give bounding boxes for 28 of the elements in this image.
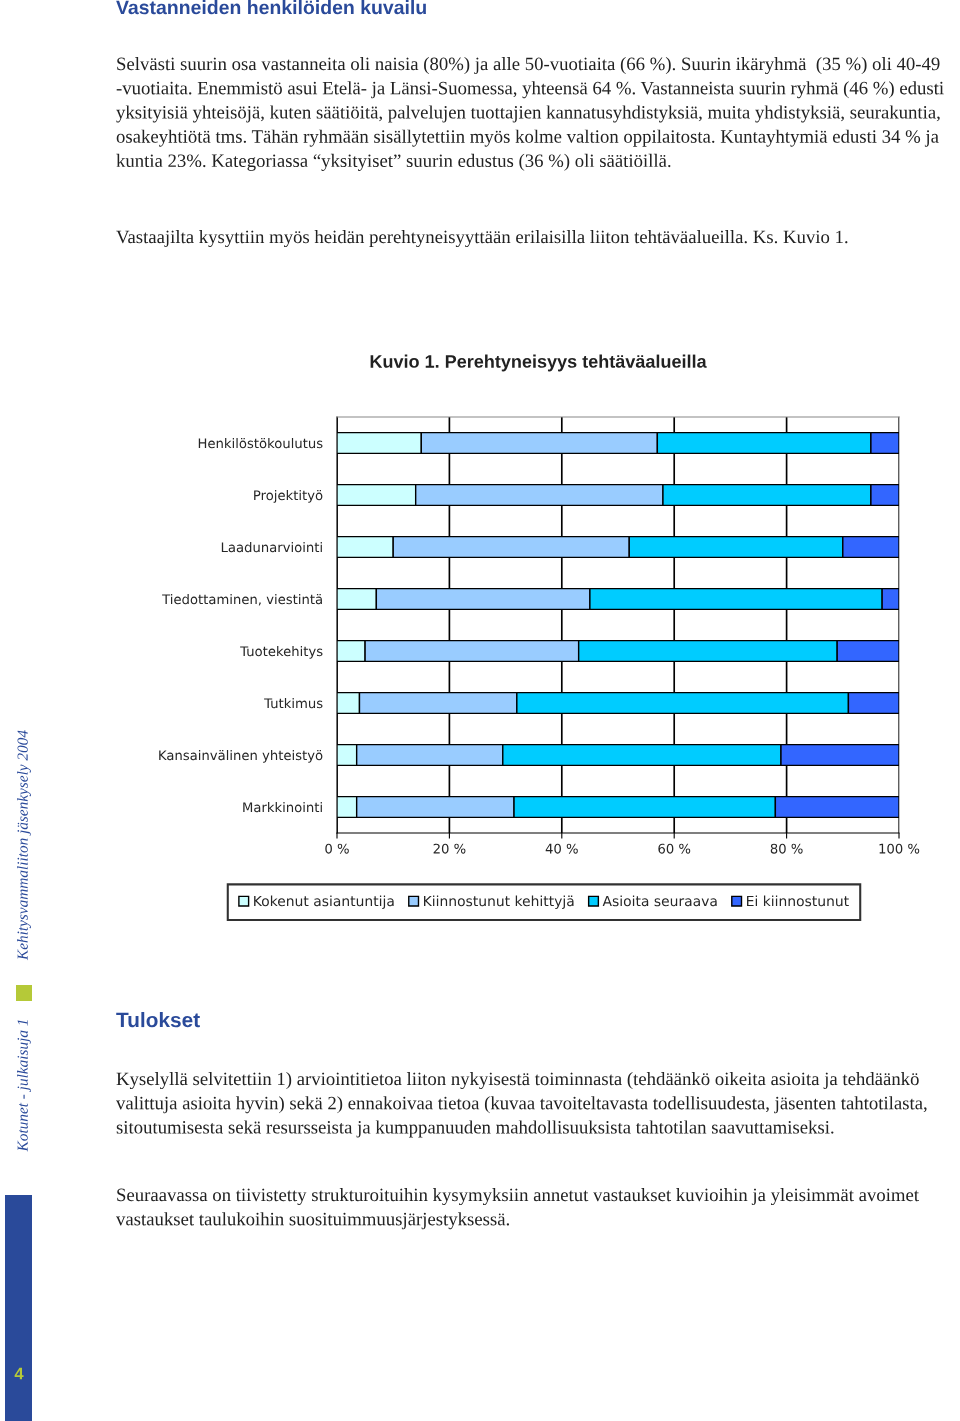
y-tick-label: Markkinointi	[243, 801, 322, 813]
y-tick-label: Tuotekehitys	[240, 645, 323, 659]
chart-title: Kuvio 1. Perehtyneisyys tehtäväalueilla	[370, 354, 707, 372]
y-tick-label: Projektityö	[254, 489, 323, 503]
text: Vastaajilta kysyttiin myös heidän perehtyneisyyttään erilaisilla liiton tehtäväalueilla. Ks. Kuvio 1.	[116, 230, 848, 248]
text: Vastanneiden henkilöiden kuvailu	[116, 0, 426, 15]
legend-label: Ei kiinnostunut	[747, 895, 849, 907]
legend-label: Asioita seuraava	[602, 895, 717, 907]
y-tick-label: Tiedottaminen, viestintä	[162, 593, 322, 606]
x-tick-label: 0 %	[325, 843, 349, 854]
x-tick-label: 80 %	[770, 843, 803, 854]
legend-label: Kokenut asiantuntija	[254, 895, 394, 909]
x-tick-label: 60 %	[658, 843, 691, 854]
text: Kotunet - julkaisuja 1	[17, 1020, 31, 1152]
text: Kyselyllä selvitettiin 1) arviointitietoa liiton nykyisestä toiminnasta (tehdäänkö oikeita asioita ja tehdäänkö valittuja asioita hyvin) sekä 2) ennakoivaa tietoa (kuvaa tavoiteltavasta todellisuudesta, jäsenten tahtotilasta, sitoutumisesta sekä resursseista ja kumppanuuden mahdollisuuksista tahtotilan saavuttamiseksi.	[116, 1072, 927, 1138]
x-tick-label: 100 %	[879, 843, 920, 854]
text: Tulokset	[116, 1012, 200, 1028]
y-tick-label: Laadunarviointi	[221, 541, 322, 553]
x-tick-label: 40 %	[545, 843, 578, 854]
text: Seuraavassa on tiivistetty strukturoituihin kysymyksiin annetut vastaukset kuvioihin ja yleisimmät avoimet vastaukset taulukoihin suosituimmuusjärjestyksessä.	[116, 1188, 919, 1230]
y-tick-label: Kansainvälinen yhteistyö	[159, 749, 323, 763]
y-tick-label: Henkilöstökoulutus	[198, 437, 323, 449]
x-tick-label: 20 %	[433, 843, 466, 854]
legend-label: Kiinnostunut kehittyjä	[424, 895, 574, 909]
text: Selvästi suurin osa vastanneita oli naisia (80%) ja alle 50-vuotiaita (66 %). Suurin ikäryhmä (35 %) oli 40-49 -vuotiaita. Enemmistö asui Etelä- ja Länsi-Suomessa, yhteensä 64 %. Vastanneista suurin ryhmä (46 %) edusti yksityisiä yhteisöjä, kuten säätiöitä, palvelujen tuottajien kannatusyhdistyksiä, muita yhdistyksiä, seurakuntia, osakeyhtiötä tms. Tähän ryhmään sisällytettiin myös kolme valtion oppilaitosta. Kuntayhtymiä edusti 34 % ja kuntia 23%. Kategoriassa “yksityiset” suurin edustus (36 %) oli säätiöillä.	[116, 57, 944, 171]
y-tick-label: Tutkimus	[264, 697, 323, 709]
text: 4	[14, 1367, 24, 1380]
text: Kehitysvammaliiton jäsenkysely 2004	[17, 730, 31, 961]
